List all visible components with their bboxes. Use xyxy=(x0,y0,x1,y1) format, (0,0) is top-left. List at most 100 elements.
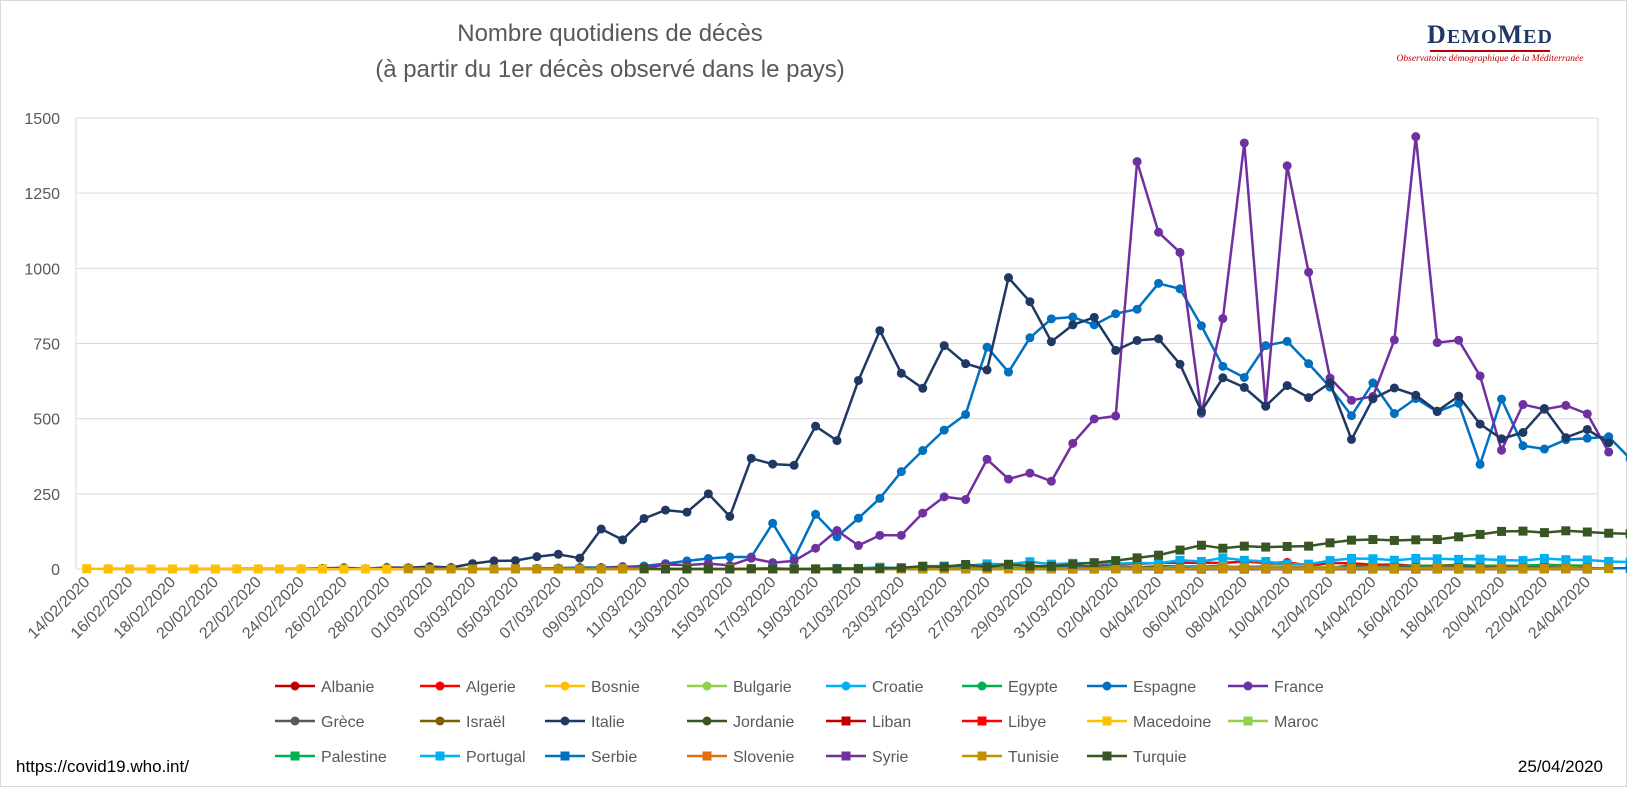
data-point xyxy=(1218,314,1228,324)
data-point xyxy=(1089,414,1099,424)
data-point xyxy=(1239,541,1249,551)
legend-item-croatie: Croatie xyxy=(826,679,924,696)
data-point xyxy=(253,564,263,574)
series-italie xyxy=(232,273,1614,574)
data-point xyxy=(489,556,499,566)
data-point xyxy=(189,564,199,574)
data-point xyxy=(896,563,906,573)
data-point xyxy=(146,564,156,574)
legend-label: Palestine xyxy=(321,749,387,766)
data-point xyxy=(1239,372,1249,382)
data-point xyxy=(896,530,906,540)
legend-label: Espagne xyxy=(1133,679,1196,696)
data-point xyxy=(832,436,842,446)
data-point xyxy=(510,564,520,574)
legend-marker xyxy=(977,716,987,726)
data-point xyxy=(725,552,735,562)
data-point xyxy=(1239,563,1249,573)
data-point xyxy=(768,518,778,528)
data-point xyxy=(1561,564,1571,574)
data-point xyxy=(789,460,799,470)
legend-label: Israël xyxy=(466,714,505,731)
legend-label: Grèce xyxy=(321,714,365,731)
legend-item-espagne: Espagne xyxy=(1087,679,1196,696)
data-point xyxy=(1111,556,1121,566)
data-point xyxy=(703,489,713,499)
data-point xyxy=(1089,564,1099,574)
data-point xyxy=(339,564,349,574)
source-url: https://covid19.who.int/ xyxy=(16,757,189,776)
legend-marker xyxy=(1243,681,1253,691)
data-point xyxy=(1111,411,1121,421)
legend-label: Liban xyxy=(872,714,911,731)
x-axis-ticks: 14/02/202016/02/202018/02/202020/02/2020… xyxy=(25,574,1594,643)
data-point xyxy=(746,553,756,563)
data-point xyxy=(618,535,628,545)
legend-label: Serbie xyxy=(591,749,637,766)
data-point xyxy=(789,564,799,574)
legend-item-algerie: Algerie xyxy=(420,679,516,696)
legend-item-jordanie: Jordanie xyxy=(687,714,794,731)
data-point xyxy=(961,359,971,369)
data-point xyxy=(1196,563,1206,573)
data-point xyxy=(1304,267,1314,277)
data-point xyxy=(853,541,863,551)
data-point xyxy=(1154,558,1164,568)
data-point xyxy=(1175,247,1185,257)
legend-marker xyxy=(1243,716,1253,726)
data-point xyxy=(103,564,113,574)
data-point xyxy=(768,459,778,469)
legend-marker xyxy=(560,681,570,691)
data-point xyxy=(1346,553,1356,563)
data-point xyxy=(1475,459,1485,469)
data-point xyxy=(1346,395,1356,405)
legend-label: Jordanie xyxy=(733,714,794,731)
chart-title-line-2: (à partir du 1er décès observé dans le p… xyxy=(375,56,845,83)
data-point xyxy=(853,513,863,523)
series-line xyxy=(236,276,1610,571)
data-point xyxy=(1582,527,1592,537)
data-point xyxy=(1625,529,1627,539)
legend-marker xyxy=(435,716,445,726)
legend-item-maroc: Maroc xyxy=(1228,714,1318,731)
legend-label: Croatie xyxy=(872,679,924,696)
data-point xyxy=(811,564,821,574)
data-point xyxy=(1389,555,1399,565)
data-point xyxy=(725,511,735,521)
data-point xyxy=(1454,564,1464,574)
data-point xyxy=(961,409,971,419)
legend-marker xyxy=(841,716,851,726)
data-point xyxy=(1325,564,1335,574)
legend-label: Macedoine xyxy=(1133,714,1211,731)
data-point xyxy=(875,530,885,540)
data-point xyxy=(575,553,585,563)
legend-item-tunisie: Tunisie xyxy=(962,749,1059,766)
data-point xyxy=(1368,535,1378,545)
data-point xyxy=(1346,411,1356,421)
data-point xyxy=(1432,338,1442,348)
legend-marker xyxy=(435,751,445,761)
data-point xyxy=(703,564,713,574)
data-point xyxy=(1218,553,1228,563)
data-point xyxy=(1539,528,1549,538)
series-espagne xyxy=(468,278,1627,574)
data-point xyxy=(1432,406,1442,416)
legend-label: Egypte xyxy=(1008,679,1058,696)
data-point xyxy=(296,564,306,574)
data-point xyxy=(1025,297,1035,307)
demomed-logo: DEMOMED Observatoire démographique de la… xyxy=(1380,20,1600,64)
data-point xyxy=(1261,556,1271,566)
legend-label: Algerie xyxy=(466,679,516,696)
data-point xyxy=(1432,564,1442,574)
data-point xyxy=(639,564,649,574)
series-line xyxy=(472,282,1627,571)
data-point xyxy=(1089,312,1099,322)
data-point xyxy=(1175,284,1185,294)
data-point xyxy=(1261,564,1271,574)
data-point xyxy=(1132,157,1142,167)
legend-label: Albanie xyxy=(321,679,374,696)
legend-item-grèce: Grèce xyxy=(275,714,365,731)
data-point xyxy=(1175,359,1185,369)
data-point xyxy=(1346,434,1356,444)
data-point xyxy=(832,564,842,574)
